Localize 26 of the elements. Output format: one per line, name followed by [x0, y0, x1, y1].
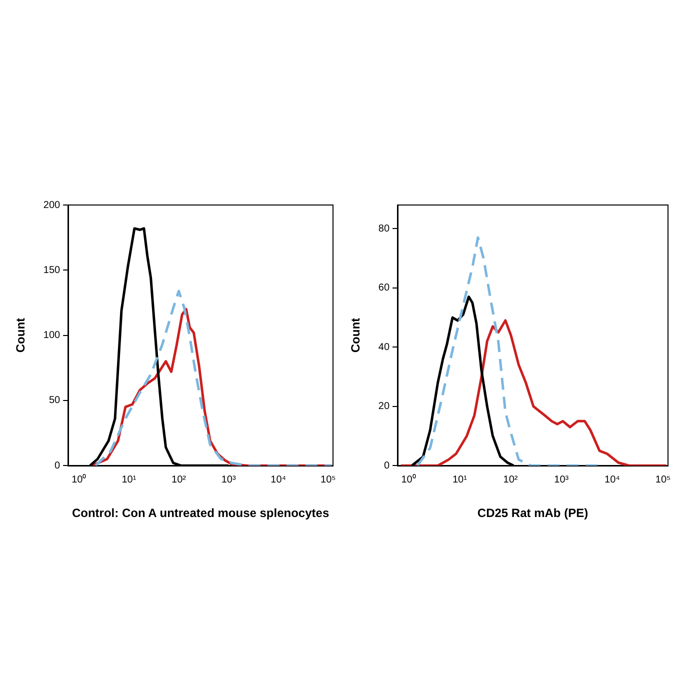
- x-axis-title: CD25 Rat mAb (PE): [477, 506, 588, 520]
- x-tick-label: 10⁰: [401, 473, 416, 486]
- x-tick-label: 10¹: [452, 474, 468, 486]
- y-tick-label: 50: [48, 395, 61, 406]
- y-tick-label: 40: [378, 342, 390, 353]
- x-tick-label: 10⁴: [604, 474, 620, 486]
- x-tick-label: 10¹: [122, 474, 137, 486]
- y-tick-label: 150: [43, 264, 61, 276]
- y-tick-label: 60: [378, 282, 390, 294]
- y-axis-title: Count: [14, 318, 28, 353]
- y-tick-label: 0: [54, 460, 61, 472]
- y-tick-label: 100: [43, 330, 61, 342]
- x-tick-label: 10⁴: [270, 474, 286, 486]
- y-tick-label: 200: [43, 200, 61, 211]
- y-tick-label: 80: [378, 223, 390, 234]
- x-tick-label: 10³: [554, 474, 570, 486]
- y-tick-label: 0: [384, 460, 390, 472]
- x-tick-label: 10⁰: [72, 473, 87, 486]
- x-tick-label: 10³: [221, 474, 236, 486]
- y-axis-title: Count: [348, 318, 363, 353]
- x-axis-title: Control: Con A untreated mouse splenocytes: [72, 506, 330, 520]
- x-tick-label: 10²: [503, 474, 518, 486]
- y-tick-label: 20: [378, 401, 390, 412]
- x-tick-label: 10²: [172, 474, 187, 486]
- x-tick-label: 10⁵: [655, 474, 671, 486]
- x-tick-label: 10⁵: [320, 474, 336, 486]
